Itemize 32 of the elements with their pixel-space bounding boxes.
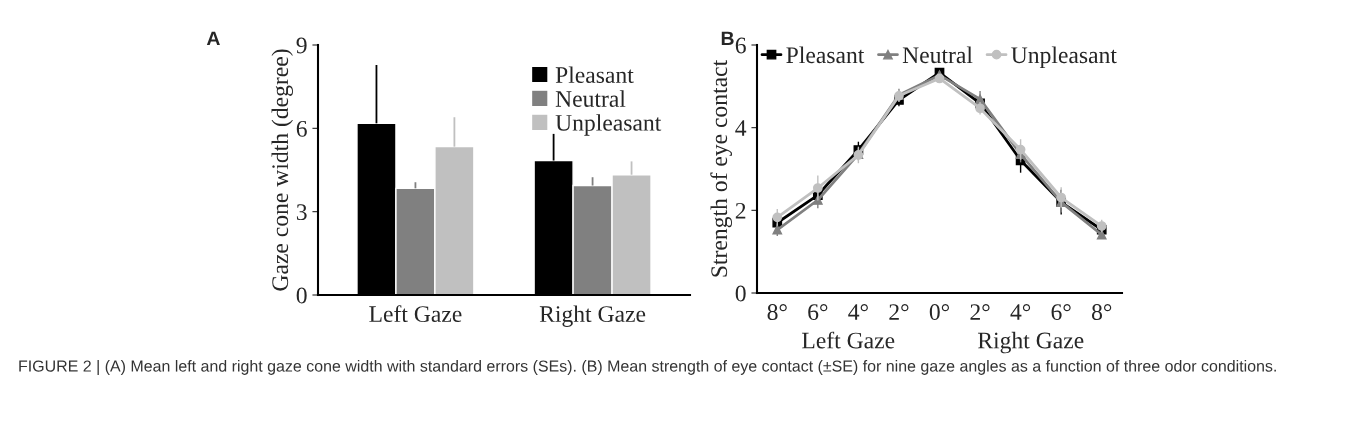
chart-title: B — [721, 31, 734, 46]
y-axis-title: Gaze cone width (degree) — [271, 49, 293, 291]
y-tick-label: 0 — [296, 287, 307, 304]
x-tick-label: 2° — [889, 304, 909, 320]
x-tick-label: 2° — [970, 304, 990, 320]
x-tick-label: Right Gaze — [539, 305, 646, 327]
legend-label: Pleasant — [555, 66, 634, 84]
y-tick-label: 2 — [735, 202, 746, 219]
legend-label: Unpleasant — [555, 114, 662, 136]
x-tick-label: 0° — [929, 304, 949, 321]
x-tick-label: Left Gaze — [369, 305, 462, 323]
y-tick-label: 6 — [296, 120, 307, 137]
text: Right Gaze — [977, 331, 1084, 354]
legend-label: Pleasant — [786, 46, 865, 64]
y-tick-label: 9 — [296, 37, 307, 54]
text: Left Gaze — [802, 331, 895, 349]
x-tick-label: 4° — [848, 304, 868, 320]
x-tick-label: 4° — [1010, 304, 1031, 320]
legend-label: Neutral — [902, 46, 973, 64]
chart-title: A — [206, 31, 220, 46]
legend-label: Unpleasant — [1011, 46, 1117, 68]
y-tick-label: 3 — [296, 204, 307, 221]
x-tick-label: 6° — [808, 304, 828, 321]
y-tick-label: 4 — [735, 120, 747, 136]
x-tick-label: 8° — [1092, 304, 1112, 321]
caption: FIGURE 2 | (A) Mean left and right gaze cone width with standard errors (SEs). (B) Mean strength of eye contact (±SE) for nine gaze angles as a function of three odor conditions. — [19, 360, 1276, 375]
y-tick-label: 6 — [735, 37, 746, 54]
y-axis-title: Strength of eye contact — [710, 59, 732, 277]
legend-label: Neutral — [555, 90, 626, 107]
y-tick-label: 0 — [735, 285, 746, 302]
x-tick-label: 6° — [1051, 304, 1071, 321]
x-tick-label: 8° — [767, 304, 787, 321]
